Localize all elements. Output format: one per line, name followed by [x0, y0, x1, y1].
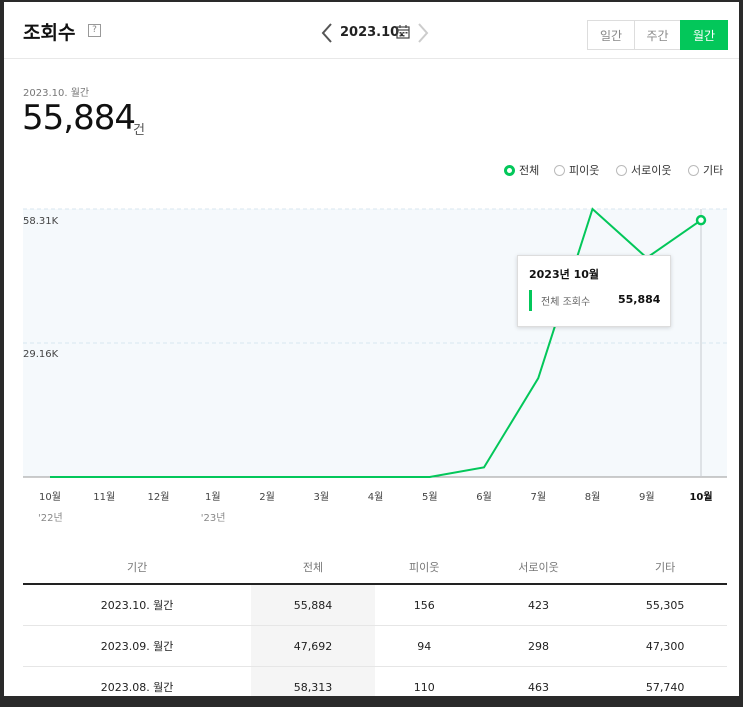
summary-unit: 건 — [133, 123, 145, 138]
x-tick-label: 8월 — [584, 492, 601, 503]
tooltip-title: 2023년 10월 — [529, 268, 599, 281]
table-cell: 58,313 — [251, 666, 375, 696]
table-cell: 55,305 — [603, 584, 727, 626]
radio-icon — [616, 165, 627, 176]
page-title: 조회수 — [23, 22, 76, 44]
radio-icon — [554, 165, 565, 176]
x-tick-label: 10월 — [39, 492, 61, 503]
table-cell: 47,692 — [251, 625, 375, 667]
table-cell: 55,884 — [251, 584, 375, 626]
highlight-point[interactable] — [695, 214, 707, 226]
legend-other[interactable]: 기타 — [688, 162, 723, 178]
legend-neighbor[interactable]: 피이웃 — [554, 162, 599, 178]
x-tick-label: 9월 — [638, 492, 655, 503]
x-tick-label: 7월 — [530, 492, 547, 503]
table-header-row: 기간 전체 피이웃 서로이웃 기타 — [23, 550, 727, 585]
chart-tooltip: 2023년 10월 전체 조회수 55,884 — [517, 255, 671, 327]
table-cell: 156 — [374, 584, 474, 626]
tab-monthly[interactable]: 월간 — [680, 20, 728, 50]
next-month-button[interactable] — [416, 22, 430, 44]
x-tick-label: 2월 — [259, 492, 275, 503]
legend-total[interactable]: 전체 — [504, 162, 539, 178]
y-tick-label: 58.31K — [23, 216, 59, 227]
column-header: 기타 — [603, 550, 727, 585]
table-cell: 423 — [473, 584, 604, 626]
x-tick-label: 3월 — [313, 492, 330, 503]
table-cell: 47,300 — [603, 625, 727, 667]
table-cell: 2023.08. 월간 — [23, 666, 252, 696]
x-tick-label: 6월 — [476, 492, 492, 503]
radio-icon — [688, 165, 699, 176]
year-label: '22년 — [38, 513, 63, 524]
table-row: 2023.08. 월간 58,313 110 463 57,740 — [23, 666, 727, 696]
line-chart — [23, 207, 727, 478]
column-header: 전체 — [251, 550, 375, 585]
x-tick-label: 4월 — [367, 492, 384, 503]
column-header: 기간 — [23, 550, 252, 585]
table-cell: 57,740 — [603, 666, 727, 696]
radio-icon — [504, 165, 515, 176]
x-tick-label: 1월 — [204, 492, 221, 503]
stats-table: 기간 전체 피이웃 서로이웃 기타 2023.10. 월간 55,884 156… — [23, 550, 727, 696]
header-divider — [4, 58, 739, 59]
tooltip-series-marker — [529, 290, 532, 311]
legend-mutual-neighbor[interactable]: 서로이웃 — [616, 162, 671, 178]
year-label: '23년 — [200, 513, 226, 524]
table-cell: 2023.09. 월간 — [23, 625, 252, 667]
tab-weekly[interactable]: 주간 — [634, 20, 681, 50]
current-date: 2023.10. — [340, 25, 405, 40]
help-icon[interactable]: ? — [88, 24, 101, 37]
table-row: 2023.10. 월간 55,884 156 423 55,305 — [23, 584, 727, 626]
summary-period: 2023.10. 월간 — [23, 88, 90, 99]
tooltip-value: 55,884 — [618, 293, 661, 306]
table-cell: 298 — [473, 625, 604, 667]
column-header: 서로이웃 — [473, 550, 604, 585]
table-cell: 2023.10. 월간 — [23, 584, 252, 626]
series-line — [50, 207, 702, 478]
table-cell: 94 — [374, 625, 474, 667]
table-cell: 463 — [473, 666, 604, 696]
summary-value: 55,884 — [22, 98, 136, 138]
prev-month-button[interactable] — [320, 22, 334, 44]
table-row: 2023.09. 월간 47,692 94 298 47,300 — [23, 625, 727, 667]
column-header: 피이웃 — [374, 550, 474, 585]
stats-panel: 조회수 ? 2023.10. 일간 주간 월간 2023.10. 월간 55,8… — [4, 2, 739, 696]
x-tick-label: 10월 — [689, 492, 713, 503]
y-tick-label: 29.16K — [23, 349, 59, 360]
table-cell: 110 — [374, 666, 474, 696]
x-tick-label: 5월 — [421, 492, 438, 503]
x-tick-label: 12월 — [147, 492, 170, 503]
calendar-icon[interactable] — [396, 24, 410, 39]
x-tick-label: 11월 — [93, 492, 116, 503]
tooltip-label: 전체 조회수 — [541, 297, 591, 308]
